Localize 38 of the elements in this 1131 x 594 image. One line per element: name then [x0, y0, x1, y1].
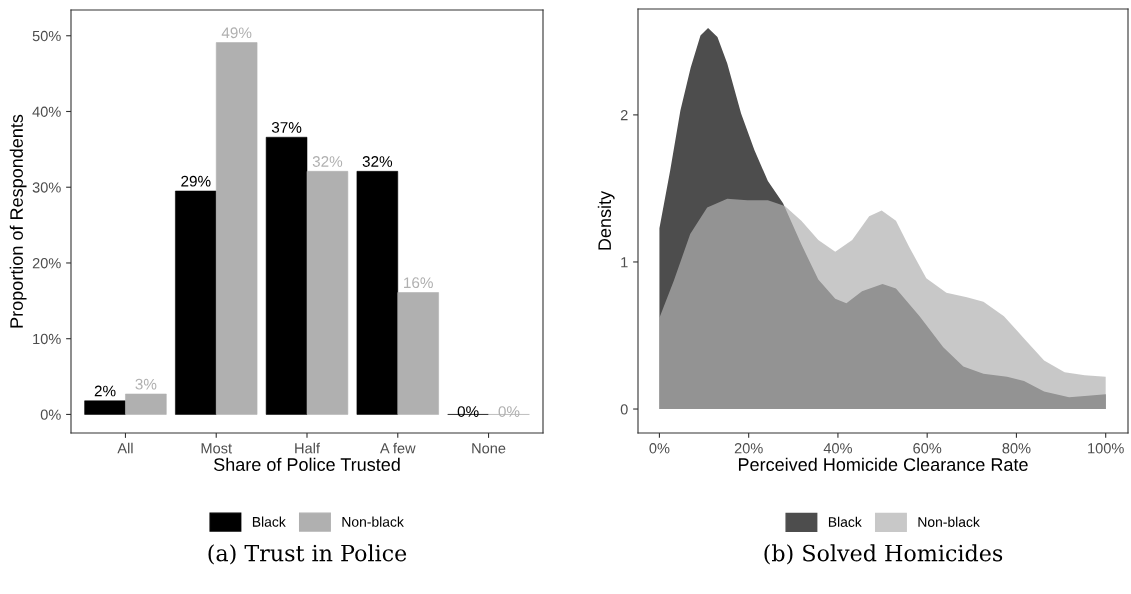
data-label: 16%	[404, 277, 433, 289]
legend-label: Non-black	[918, 516, 980, 527]
y-tick-label: 0%	[40, 409, 61, 420]
y-axis-title: Density	[597, 190, 615, 250]
data-label: 32%	[312, 156, 343, 167]
y-tick-label: 40%	[32, 106, 61, 117]
x-tick-label: Most	[201, 443, 232, 454]
data-label: 49%	[221, 27, 252, 39]
x-tick-label: 80%	[1002, 443, 1031, 454]
y-tick-label: 0	[620, 404, 628, 415]
data-label: 37%	[271, 122, 302, 133]
text: (a) Trust in Police	[208, 544, 407, 565]
y-tick-label: 2	[620, 109, 628, 121]
x-tick-label: 60%	[913, 443, 942, 454]
data-label: 2%	[94, 385, 116, 397]
x-tick-label: All	[117, 442, 133, 454]
x-tick-label: 20%	[734, 443, 763, 454]
legend-label: Black	[828, 516, 862, 527]
y-tick-label: 30%	[32, 182, 61, 193]
x-tick-label: 0%	[649, 443, 670, 454]
x-tick-label: A few	[379, 442, 416, 454]
legend-label: Non-black	[342, 516, 404, 527]
y-tick-label: 20%	[32, 258, 61, 269]
legend-label: Black	[252, 516, 286, 527]
data-label: 32%	[362, 156, 393, 167]
x-axis-title: Share of Police Trusted	[213, 457, 400, 471]
x-tick-label: Half	[295, 442, 320, 454]
data-label: 29%	[181, 175, 211, 187]
y-axis-title: Proportion of Respondents	[9, 114, 27, 328]
y-tick-label: 50%	[32, 30, 61, 42]
x-tick-label: 40%	[823, 443, 852, 454]
y-tick-label: 1	[621, 257, 628, 268]
x-tick-label: None	[472, 443, 506, 454]
text: (b) Solved Homicides	[764, 544, 1003, 565]
x-axis-title: Perceived Homicide Clearance Rate	[738, 457, 1028, 471]
data-label: 3%	[135, 378, 157, 390]
y-tick-label: 10%	[33, 333, 61, 345]
x-tick-label: 100%	[1088, 443, 1124, 454]
